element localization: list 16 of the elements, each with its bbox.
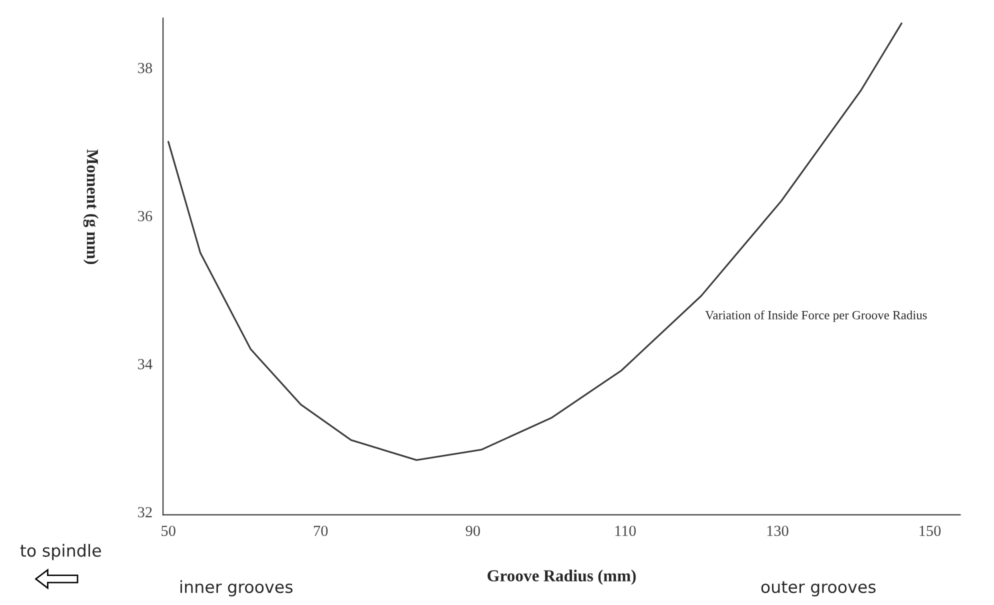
y-tick-label: 38	[138, 62, 152, 74]
text: inner grooves	[180, 580, 293, 596]
x-tick-label: 50	[162, 526, 176, 536]
x-tick-label: 90	[466, 526, 480, 536]
text: to spindle	[20, 544, 101, 560]
y-tick-label: 36	[138, 210, 152, 222]
text: outer grooves	[761, 581, 876, 596]
y-axis-title: Moment (g mm)	[83, 149, 99, 264]
series-label: Variation of Inside Force per Groove Radius	[705, 310, 927, 322]
x-tick-label: 110	[615, 526, 636, 536]
x-axis-title: Groove Radius (mm)	[488, 570, 636, 585]
y-tick-label: 34	[138, 359, 152, 370]
x-tick-label: 150	[920, 526, 941, 536]
y-tick-label: 32	[138, 507, 152, 518]
x-tick-label: 130	[767, 526, 788, 536]
x-tick-label: 70	[314, 526, 328, 536]
